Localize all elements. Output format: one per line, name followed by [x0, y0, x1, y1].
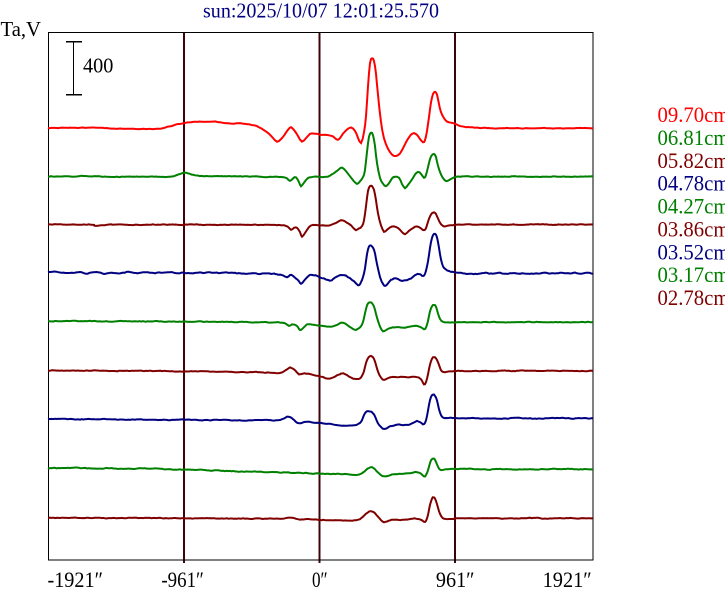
svg-text:sun:2025/10/07 12:01:25.570: sun:2025/10/07 12:01:25.570 — [203, 0, 439, 23]
svg-text:961″: 961″ — [436, 567, 475, 591]
svg-text:Ta,V: Ta,V — [1, 17, 42, 41]
svg-text:-1921″: -1921″ — [48, 567, 104, 591]
svg-text:03.17cm: 03.17cm — [658, 262, 725, 287]
svg-text:02.78cm: 02.78cm — [658, 285, 725, 310]
svg-text:09.70cm: 09.70cm — [658, 102, 725, 127]
svg-text:03.52cm: 03.52cm — [658, 239, 725, 264]
svg-text:400: 400 — [83, 53, 113, 77]
svg-text:-961″: -961″ — [161, 567, 204, 591]
svg-text:05.82cm: 05.82cm — [658, 148, 725, 173]
svg-text:04.78cm: 04.78cm — [658, 171, 725, 196]
svg-text:06.81cm: 06.81cm — [658, 125, 725, 150]
svg-text:1921″: 1921″ — [543, 567, 592, 591]
svg-text:03.86cm: 03.86cm — [658, 216, 725, 241]
svg-text:0″: 0″ — [312, 567, 328, 591]
svg-text:04.27cm: 04.27cm — [658, 194, 725, 219]
